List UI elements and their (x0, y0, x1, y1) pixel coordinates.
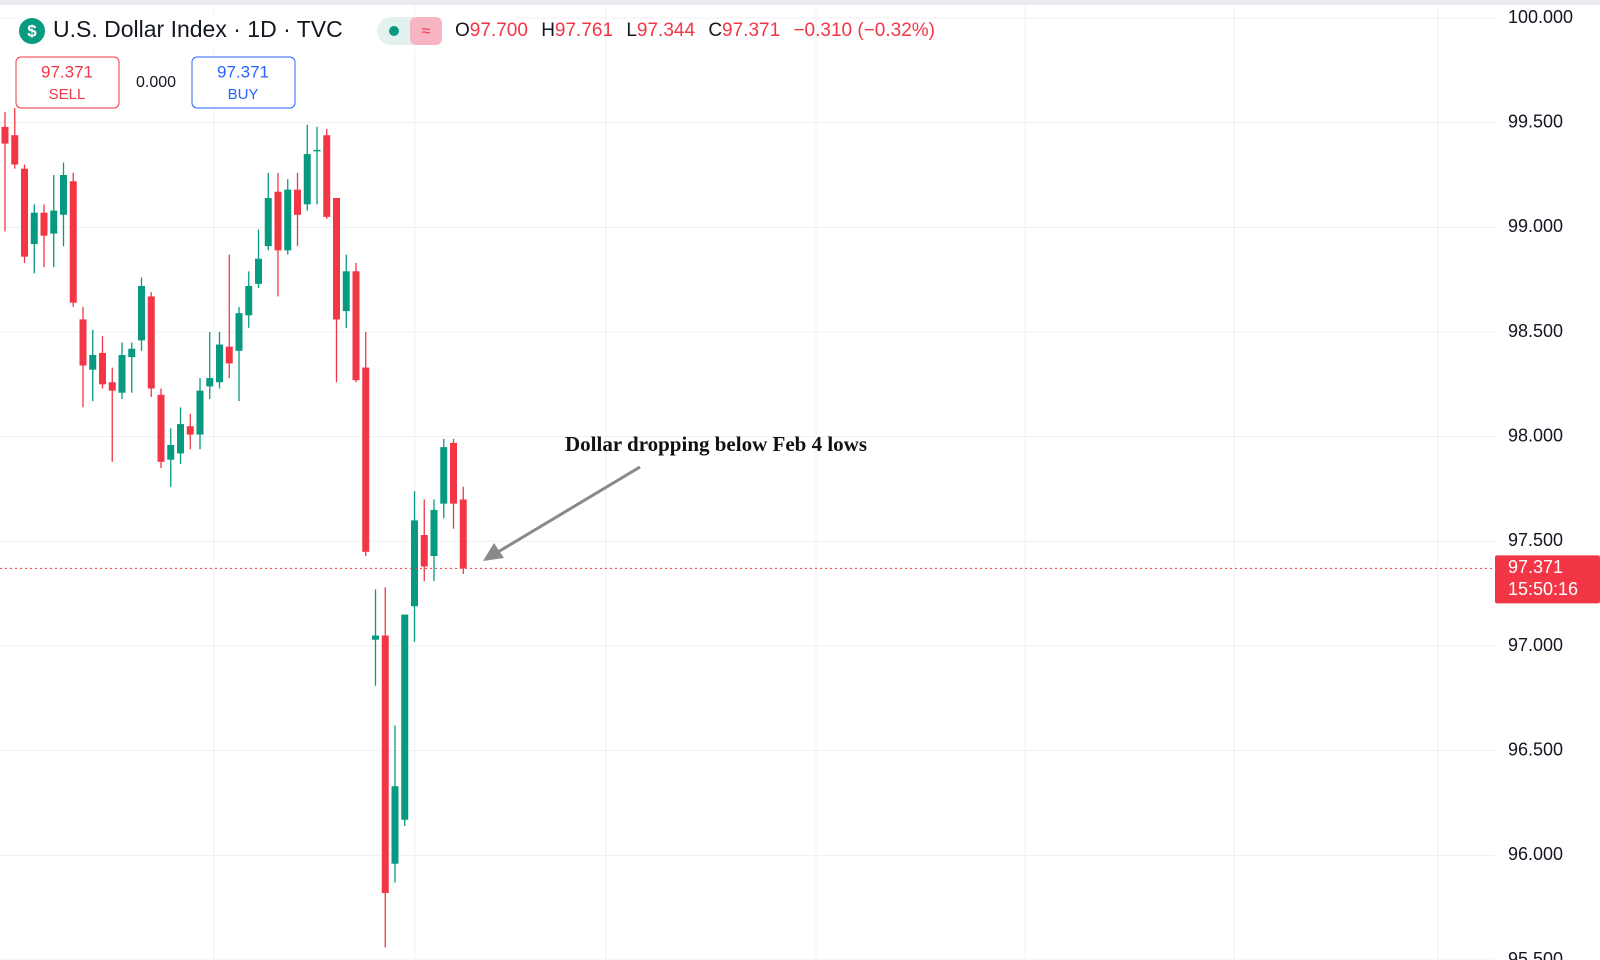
y-tick-label: 96.500 (1508, 739, 1563, 759)
candle-body (430, 509, 438, 556)
candle-body (323, 135, 331, 217)
candle-body (235, 313, 243, 351)
candle-body (69, 181, 77, 303)
market-dot (389, 26, 399, 36)
candle-body (313, 149, 321, 152)
y-tick-label: 99.500 (1508, 111, 1563, 131)
symbol-icon-glyph: $ (27, 21, 37, 40)
y-tick-label: 96.000 (1508, 844, 1563, 864)
o-label: O (455, 20, 470, 41)
candle-body (186, 426, 194, 435)
sell-label: SELL (49, 86, 86, 103)
candle-body (342, 271, 350, 312)
countdown: 15:50:16 (1508, 579, 1578, 599)
annotation-arrow (497, 465, 641, 554)
y-tick-label: 99.000 (1508, 216, 1563, 236)
y-tick-label: 100.000 (1508, 7, 1573, 27)
candle-body (284, 189, 292, 251)
price-axis-bg (1495, 5, 1600, 960)
symbol-icon (19, 18, 45, 44)
candle-body (1, 126, 9, 144)
sell-price: 97.371 (41, 62, 93, 81)
candle-body (128, 348, 136, 358)
buy-price: 97.371 (217, 62, 269, 81)
l-value: 97.344 (637, 20, 696, 41)
buy-button[interactable] (191, 56, 296, 109)
candle-body (420, 535, 428, 567)
legend-header: $ U.S. Dollar Index · 1D · TVC ≈ O97.700… (15, 14, 935, 50)
candle-body (167, 445, 175, 460)
y-tick-label: 97.500 (1508, 530, 1563, 550)
candle-body (177, 424, 184, 454)
candle-body (333, 198, 340, 320)
candle-body (245, 285, 253, 316)
spread: 0.000 (136, 74, 176, 91)
l-label: L (626, 20, 637, 41)
buy-label: BUY (228, 86, 259, 103)
candle-body (30, 212, 38, 245)
candle-body (108, 382, 116, 391)
candle-body (225, 346, 233, 364)
status-pill-right (410, 17, 442, 45)
annotation-arrowhead (483, 543, 504, 561)
candle-body (352, 271, 360, 381)
candle-body (138, 285, 145, 341)
candle-body (401, 614, 409, 820)
candle-body (196, 390, 204, 435)
candle-body (79, 319, 87, 366)
candle-body (440, 447, 448, 504)
sell-button[interactable] (15, 56, 120, 109)
candle-body (381, 635, 389, 894)
top-bar (0, 0, 1600, 5)
candle-body (411, 520, 418, 607)
h-label: H (541, 20, 555, 41)
candle-body (99, 352, 106, 385)
ohlc: O97.700 H97.761 L97.344 C97.371 −0.310 (… (455, 20, 935, 41)
candle-body (294, 189, 301, 215)
candle-body (264, 198, 272, 247)
c-value: 97.371 (722, 20, 780, 41)
o-value: 97.700 (470, 20, 528, 41)
vertical-grid (213, 5, 1439, 960)
candle-body (21, 168, 28, 257)
candle-body (147, 296, 155, 389)
candle-body (206, 378, 214, 387)
y-tick-label: 98.500 (1508, 321, 1563, 341)
candle-body (50, 210, 58, 234)
change: −0.310 (−0.32%) (793, 20, 935, 41)
candle-body (118, 355, 126, 393)
y-tick-label: 95.500 (1508, 949, 1563, 960)
candle-body (60, 175, 67, 215)
candle-body (372, 635, 379, 640)
trade-panel: 97.371 SELL 0.000 97.371 BUY (15, 56, 296, 109)
candle-body (89, 355, 97, 370)
candle-body (450, 442, 457, 504)
candle-body (459, 499, 467, 569)
delay-icon: ≈ (422, 23, 431, 40)
c-label: C (708, 20, 722, 41)
annotation: Dollar dropping below Feb 4 lows (483, 432, 867, 561)
candle-body (274, 191, 282, 251)
y-tick-label: 98.000 (1508, 425, 1563, 445)
h-value: 97.761 (555, 20, 613, 41)
candle-body (255, 258, 262, 284)
candle-body (391, 786, 399, 864)
candle-body (362, 367, 370, 552)
annotation-text: Dollar dropping below Feb 4 lows (565, 432, 867, 456)
last-price-tag (1495, 555, 1600, 604)
candle-body (157, 394, 165, 462)
candle-body (11, 135, 19, 165)
candle-body (303, 154, 311, 205)
y-tick-label: 97.000 (1508, 635, 1563, 655)
plot: 95.500 96.000 96.500 97.000 97.500 98.000 98.5… (0, 5, 1600, 960)
candle-body (40, 212, 48, 236)
last-price-label: 97.371 (1508, 557, 1563, 577)
candle-body (216, 344, 223, 383)
symbol-title: U.S. Dollar Index · 1D · TVC (53, 16, 343, 42)
